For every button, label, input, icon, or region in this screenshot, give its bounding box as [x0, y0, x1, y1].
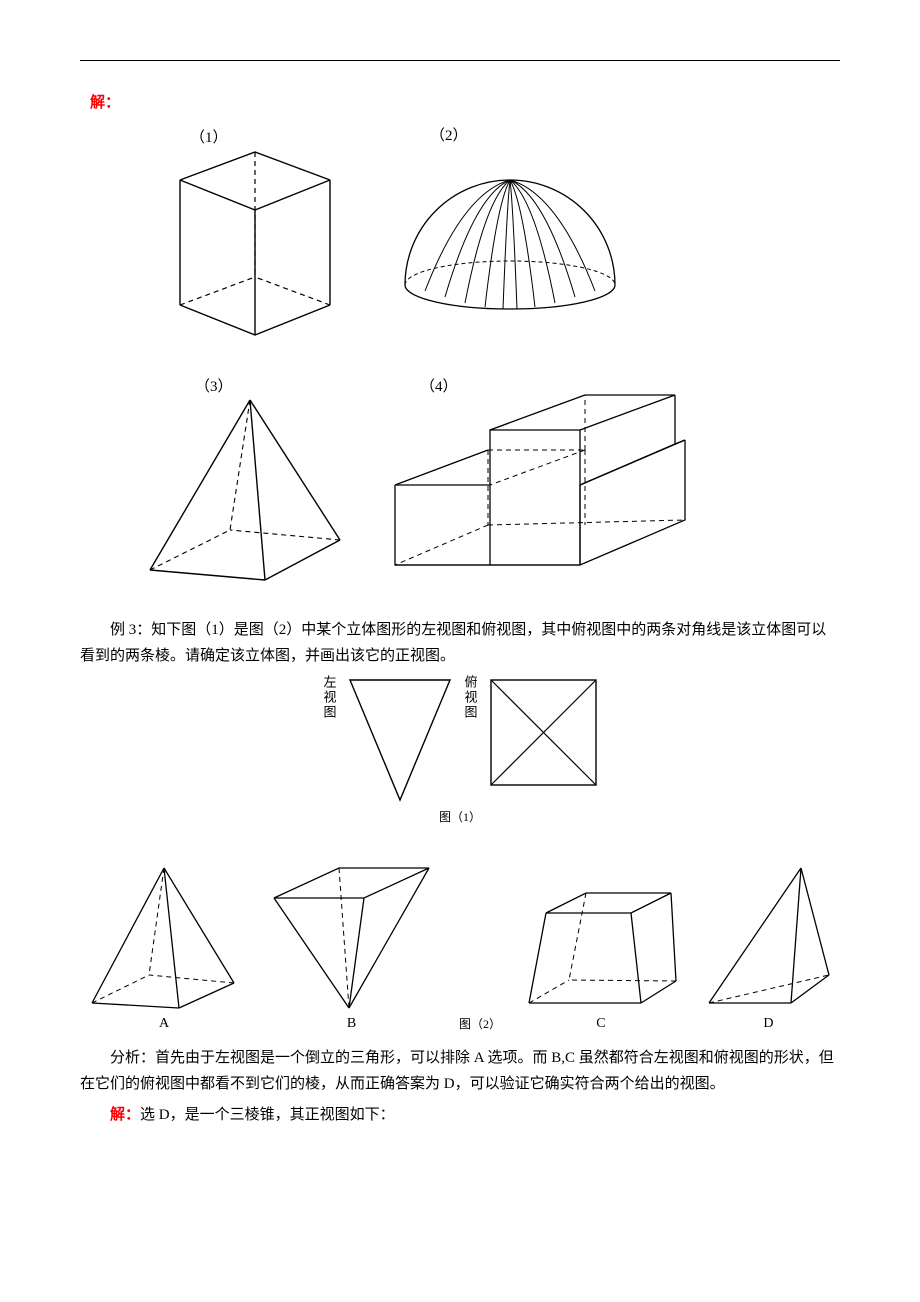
- option-A-shape: [84, 863, 244, 1013]
- left-view-label: 左视图: [320, 675, 339, 720]
- top-rule: [80, 60, 840, 61]
- option-A: A: [84, 863, 244, 1032]
- top-view-square: [486, 675, 601, 790]
- example3-paragraph: 例 3：知下图（1）是图（2）中某个立体图形的左视图和俯视图，其中俯视图中的两条…: [80, 618, 840, 669]
- fig2-label: （2）: [430, 124, 468, 145]
- option-D-letter: D: [763, 1016, 773, 1032]
- fig1-triangular-prism: [160, 140, 350, 350]
- option-A-letter: A: [159, 1016, 169, 1032]
- solution2-prefix: 解：: [110, 1107, 140, 1123]
- option-D-shape: [701, 863, 836, 1013]
- solution2-line: 解：选 D，是一个三棱锥，其正视图如下：: [80, 1103, 840, 1129]
- figures-grid: （1） （2）: [80, 120, 840, 600]
- option-D: D: [701, 863, 836, 1032]
- solution-label: 解：: [80, 91, 840, 112]
- fig2-hemisphere: [385, 165, 635, 325]
- option-B-letter: B: [347, 1016, 356, 1032]
- fig4-step-solid: [380, 390, 710, 590]
- analysis-paragraph: 分析：首先由于左视图是一个倒立的三角形，可以排除 A 选项。而 B,C 虽然都符…: [80, 1046, 840, 1097]
- option-C: C: [521, 883, 681, 1032]
- solution2-rest: 选 D，是一个三棱锥，其正视图如下：: [140, 1107, 395, 1123]
- options-fig2: A B 图（2）: [80, 853, 840, 1032]
- option-C-shape: [521, 883, 681, 1013]
- fig1-caption: 图（1）: [439, 808, 481, 825]
- fig2-caption: 图（2）: [459, 1015, 501, 1032]
- views-fig1: 左视图 俯视图 图（1）: [80, 675, 840, 825]
- option-B: B: [264, 853, 439, 1032]
- solution-text: 解：: [90, 95, 120, 111]
- option-B-shape: [264, 853, 439, 1013]
- left-view-triangle: [345, 675, 455, 805]
- top-view-label: 俯视图: [461, 675, 480, 720]
- fig3-square-pyramid: [135, 390, 355, 590]
- option-C-letter: C: [596, 1016, 605, 1032]
